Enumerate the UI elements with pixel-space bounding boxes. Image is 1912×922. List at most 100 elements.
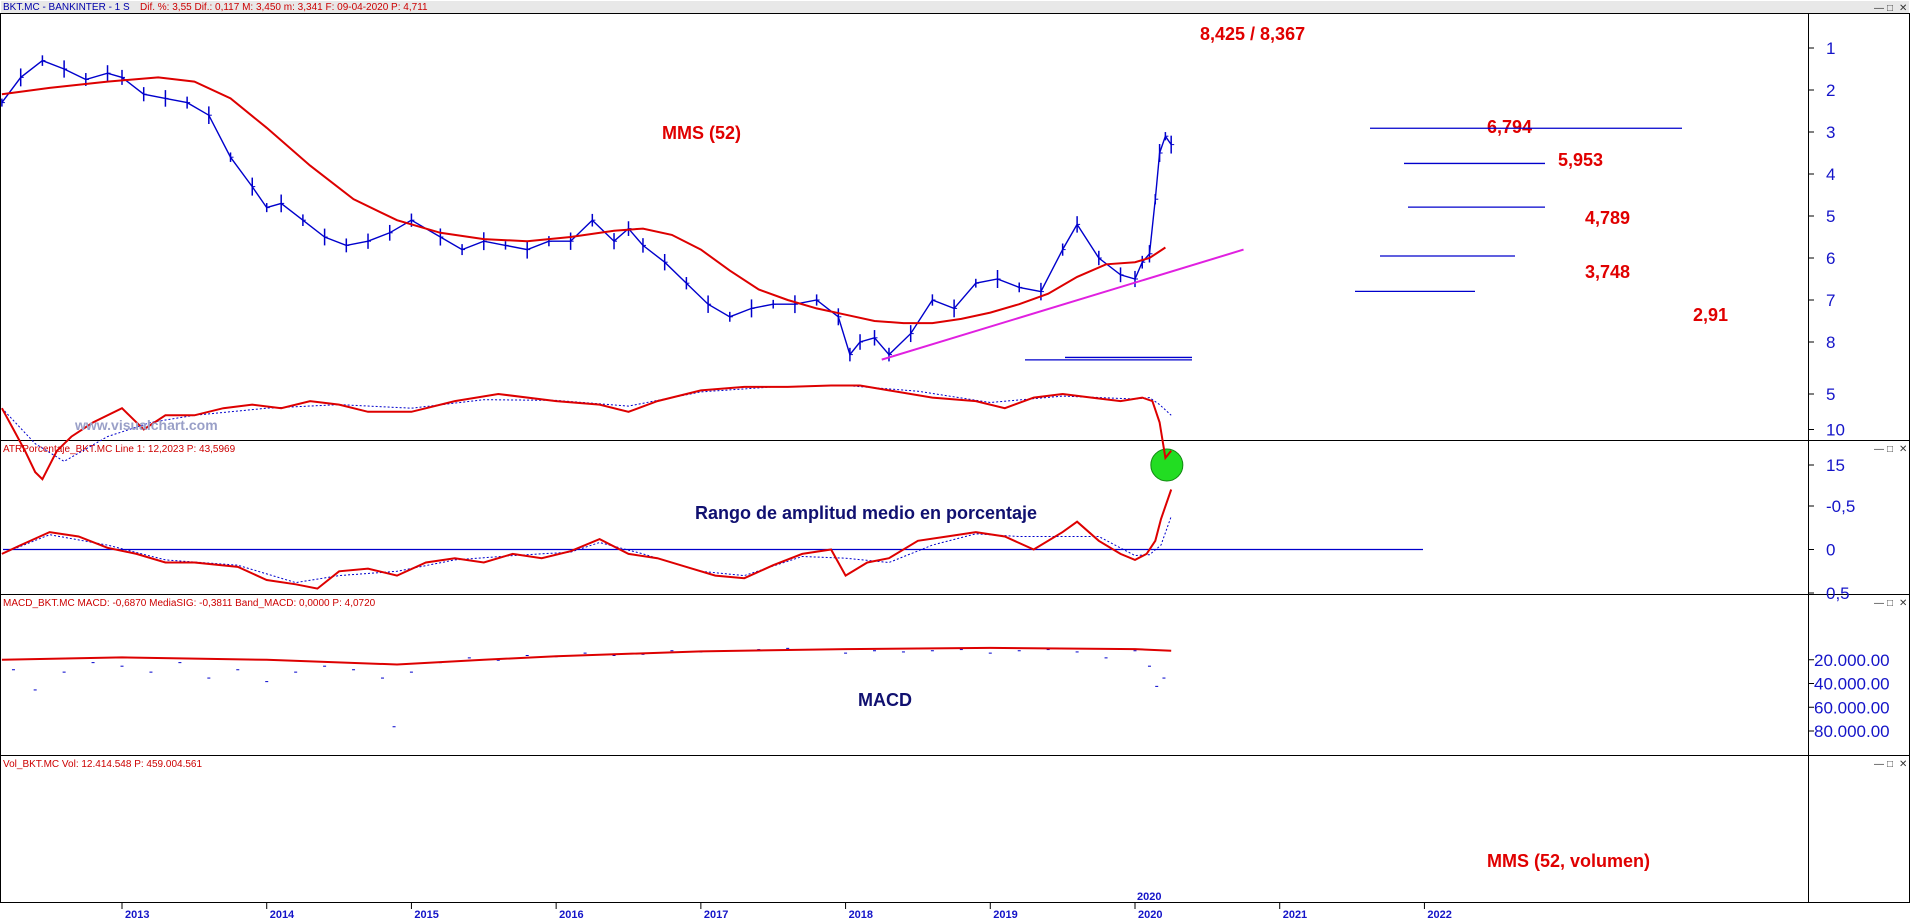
- y-tick-label: 15: [1826, 456, 1845, 475]
- y-tick-label: 8: [1826, 333, 1835, 352]
- mms52-label: MMS (52): [662, 123, 741, 143]
- price-level-label: 2,91: [1693, 305, 1728, 325]
- minimize-icon[interactable]: —: [1874, 3, 1884, 14]
- mms52-line: [1, 76, 1166, 325]
- window-buttons-vol: — □ ✕: [1874, 759, 1907, 770]
- macd-panel: -0,5 0 0,5: [1, 489, 1855, 603]
- close-icon[interactable]: ✕: [1899, 444, 1907, 455]
- price-level-label: 6,794: [1487, 117, 1532, 137]
- y-tick-label: 20.000.00: [1814, 651, 1890, 670]
- panel-headers: BKT.MC - BANKINTER - 1 S Dif. %: 3,55 Di…: [1, 1, 1909, 770]
- volume-bar: [294, 671, 298, 673]
- x-tick-label: 2018: [849, 909, 873, 921]
- minimize-icon[interactable]: —: [1874, 759, 1884, 770]
- close-icon[interactable]: ✕: [1899, 3, 1907, 14]
- price-panel: 1 2 3 4 5 6 7 8 8,425 / 8,367 6,794 5,953 4,789 3,74…: [1, 24, 1835, 362]
- watermark: www.visualchart.com: [74, 417, 218, 433]
- x-sub-label: 2020: [1137, 891, 1161, 903]
- volume-bar: [670, 650, 674, 652]
- macd-panel-frame: [0, 594, 1910, 756]
- macd-header-title: MACD_BKT.MC MACD: -0,6870 MediaSIG: -0,3…: [3, 598, 376, 609]
- volume-bar: [178, 662, 182, 664]
- price-level-label: 8,425 / 8,367: [1200, 24, 1305, 44]
- y-tick-label: 7: [1826, 291, 1835, 310]
- volume-bar: [1075, 651, 1079, 653]
- restore-icon[interactable]: □: [1887, 444, 1893, 455]
- price-header-title: BKT.MC - BANKINTER - 1 S: [3, 2, 130, 13]
- restore-icon[interactable]: □: [1887, 3, 1893, 14]
- volume-bar: [91, 662, 95, 664]
- price-header-bg: [1, 1, 1909, 13]
- panel-frames: [0, 13, 1910, 903]
- window-buttons-price: — □ ✕: [1874, 3, 1907, 14]
- window-buttons-macd: — □ ✕: [1874, 598, 1907, 609]
- y-tick-label: 2: [1826, 81, 1835, 100]
- y-tick-label: -0,5: [1826, 497, 1855, 516]
- volume-bar: [236, 669, 240, 671]
- x-tick-label: 2019: [993, 909, 1017, 921]
- y-tick-label: 40.000.00: [1814, 675, 1890, 694]
- price-line: [1, 59, 1172, 357]
- volume-bar: [265, 681, 269, 683]
- y-tick-label: 1: [1826, 39, 1835, 58]
- x-tick-label: 2020: [1138, 909, 1162, 921]
- volume-bar: [786, 647, 790, 649]
- volume-bar: [62, 671, 66, 673]
- x-tick-label: 2013: [125, 909, 149, 921]
- y-tick-label: 80.000.00: [1814, 722, 1890, 741]
- minimize-icon[interactable]: —: [1874, 598, 1884, 609]
- volume-bar: [352, 669, 356, 671]
- volume-bar: [1104, 657, 1108, 659]
- vol-mms-label: MMS (52, volumen): [1487, 851, 1650, 871]
- atr-header-title: ATRPorcentaje_BKT.MC Line 1: 12,2023 P: …: [3, 444, 236, 455]
- resistance-trendline: [881, 248, 1244, 361]
- volume-mms-line: [1, 646, 1172, 666]
- restore-icon[interactable]: □: [1887, 759, 1893, 770]
- volume-bar: [901, 651, 905, 653]
- x-tick-label: 2022: [1427, 909, 1451, 921]
- volume-panel: 20.000.00 40.000.00 60.000.00 80.000.00: [1, 646, 1890, 741]
- volume-bar: [930, 650, 934, 652]
- x-tick-label: 2017: [704, 909, 728, 921]
- volume-bar: [11, 669, 15, 671]
- volume-bar: [149, 671, 153, 673]
- atr-panel: 5 10 15: [1, 384, 1845, 482]
- close-icon[interactable]: ✕: [1899, 759, 1907, 770]
- volume-bar: [207, 677, 211, 679]
- close-icon[interactable]: ✕: [1899, 598, 1907, 609]
- price-header-info: Dif. %: 3,55 Dif.: 0,117 M: 3,450 m: 3,3…: [140, 2, 428, 13]
- window-buttons-atr: — □ ✕: [1874, 444, 1907, 455]
- volume-bar: [323, 665, 327, 667]
- volume-bar: [583, 652, 587, 654]
- volume-bar: [496, 659, 500, 661]
- x-tick-label: 2014: [270, 909, 295, 921]
- volume-bar: [1133, 650, 1137, 652]
- restore-icon[interactable]: □: [1887, 598, 1893, 609]
- minimize-icon[interactable]: —: [1874, 444, 1884, 455]
- volume-bar: [33, 689, 37, 691]
- price-level-label: 4,789: [1585, 208, 1630, 228]
- x-tick-label: 2021: [1283, 909, 1307, 921]
- volume-bar: [1147, 665, 1151, 667]
- y-tick-label: 60.000.00: [1814, 698, 1890, 717]
- x-tick-label: 2015: [414, 909, 438, 921]
- volume-bar: [392, 726, 396, 728]
- y-tick-label: 4: [1826, 165, 1835, 184]
- x-tick-label: 2016: [559, 909, 583, 921]
- y-tick-label: 6: [1826, 249, 1835, 268]
- y-tick-label: 10: [1826, 421, 1845, 440]
- volume-bar: [959, 649, 963, 651]
- volume-bar: [988, 652, 992, 654]
- volume-bar: [1155, 685, 1159, 687]
- atr-highlight-circle: [1150, 448, 1184, 482]
- x-axis: 2013 2014 2015 2016 2017 2018 2019 2020 2021 2022…: [121, 891, 1452, 921]
- vol-panel-frame: [0, 755, 1910, 903]
- volume-bar: [1017, 650, 1021, 652]
- atr-description-label: Rango de amplitud medio en porcentaje: [695, 503, 1037, 523]
- volume-bar: [120, 665, 124, 667]
- volume-bar: [467, 657, 471, 659]
- volume-bar: [844, 652, 848, 654]
- price-level-label: 3,748: [1585, 262, 1630, 282]
- atr-line: [1, 384, 1172, 481]
- volume-bar: [1162, 677, 1166, 679]
